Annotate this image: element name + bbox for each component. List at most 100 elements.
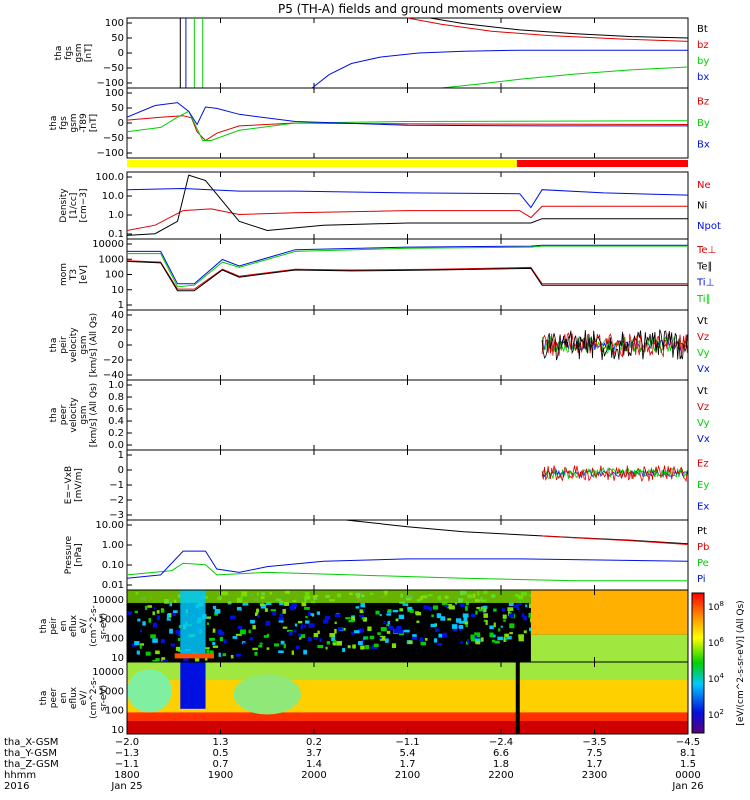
y-axis-label: tha xyxy=(54,46,64,61)
spectrogram-blob xyxy=(233,674,301,715)
y-tick-label: 1 xyxy=(118,450,124,461)
spectrogram-cell xyxy=(498,628,501,632)
legend-Ne: Ne xyxy=(697,180,711,191)
position-value: 0.2 xyxy=(306,737,322,748)
y-tick-label: −1 xyxy=(109,480,124,491)
spectrogram-cell xyxy=(369,635,375,640)
y-axis-label: eV/ xyxy=(79,690,89,706)
spectrogram-cell xyxy=(464,621,469,625)
spectrogram-cell xyxy=(177,649,183,652)
spectrogram-cell xyxy=(263,635,269,638)
spectrogram-cell xyxy=(470,637,477,642)
spectrogram-cell xyxy=(423,605,428,610)
spectrogram-cell xyxy=(392,609,399,613)
spectrogram-cell xyxy=(259,642,263,645)
y-tick-label: 0.2 xyxy=(108,428,124,439)
spectrogram-cell xyxy=(298,633,302,637)
noise-Vz xyxy=(541,332,688,358)
legend-Vz: Vz xyxy=(697,332,709,343)
spectrogram-cell xyxy=(528,612,532,618)
y-axis-label: (cm^2-s- xyxy=(89,677,99,719)
spectrogram-cell xyxy=(359,614,364,618)
position-value: −1.1 xyxy=(115,759,139,770)
spectrogram-cell xyxy=(206,622,209,626)
colorbar-tick: 102 xyxy=(708,708,724,721)
spectrogram-cell xyxy=(324,615,331,620)
spectrogram-cell xyxy=(442,633,446,638)
spectrogram-cell xyxy=(491,639,495,643)
legend-Ez: Ez xyxy=(697,459,709,470)
legend-Ey: Ey xyxy=(697,480,709,491)
spectrogram-cell xyxy=(529,627,533,632)
spectrogram-cell xyxy=(194,657,200,663)
spectrogram-cell xyxy=(493,622,496,628)
panel-frame xyxy=(126,379,689,451)
spectrogram-peer-eflux: tha peer en eflux eV/(cm^2-s-sr-eV) 10000 1000… xyxy=(39,661,689,736)
panel-density: Density [1/cc] [cm−3] 100.0 10.0 1.0 0.1 Ne Ni Np… xyxy=(59,171,721,240)
spectrogram-cell xyxy=(156,615,161,621)
spectrogram-cell xyxy=(474,632,481,638)
spectrogram-cell xyxy=(260,604,267,609)
spectrogram-cell xyxy=(444,604,449,608)
spectrogram-cell xyxy=(170,643,175,647)
y-tick-label: 0.4 xyxy=(108,416,124,427)
y-axis-label: velocity xyxy=(69,397,79,433)
spectrogram-cell xyxy=(407,606,413,611)
spectrogram-cell xyxy=(387,610,392,613)
spectrogram-cell xyxy=(294,623,298,627)
y-tick-label: 0 xyxy=(118,340,124,351)
figure-title: P5 (TH-A) fields and ground moments over… xyxy=(278,2,562,16)
legend-Te⊥: Te⊥ xyxy=(696,245,716,256)
spectrogram-cell xyxy=(506,636,512,640)
position-value: 1.5 xyxy=(680,759,696,770)
position-value: 3.7 xyxy=(306,748,322,759)
spectrogram-cell xyxy=(398,629,404,634)
position-table: tha_X-GSM −2.0 1.3 0.2 −1.1 −2.4 −3.5 −4.5 tha_Y… xyxy=(4,737,704,792)
spectrogram-cell xyxy=(169,602,173,607)
y-axis-label: Pressure xyxy=(64,535,74,574)
y-tick-label: −2 xyxy=(109,495,124,506)
spectrogram-cell xyxy=(504,633,509,637)
position-value: 1.7 xyxy=(400,759,416,770)
y-axis-label: [km/s] (All Qs) xyxy=(89,383,99,447)
panel-peir-velocity: tha peir velocity gsm [km/s] (All Qs) 40 20 0 −2… xyxy=(49,309,710,381)
position-value: −3.5 xyxy=(582,737,606,748)
spectrogram-cell xyxy=(441,602,448,606)
spectrogram-cell xyxy=(136,650,140,655)
spectrogram-cell xyxy=(259,603,265,606)
y-axis-label: tha xyxy=(49,338,59,353)
spectrogram-cell xyxy=(145,651,151,656)
spectrogram-cell xyxy=(375,610,380,615)
spectrogram-cell xyxy=(492,634,496,638)
spectrogram-cell xyxy=(334,621,337,624)
spectrogram-cell xyxy=(204,656,208,661)
spectrogram-cell xyxy=(291,602,297,608)
spectrogram-cell xyxy=(359,609,364,614)
spectrogram-cell xyxy=(343,627,346,631)
spectrogram-cell xyxy=(386,613,392,616)
spectrogram-cell xyxy=(480,637,484,642)
spectrogram-cell xyxy=(459,603,465,607)
spectrogram-cell xyxy=(456,618,462,623)
spectrogram-cell xyxy=(303,649,307,655)
spectrogram-cell xyxy=(274,643,279,647)
legend-Ni: Ni xyxy=(697,201,707,212)
status-bar-yellow xyxy=(127,160,517,167)
spectrogram-cell xyxy=(282,608,286,614)
spectrogram-cell xyxy=(459,627,462,632)
spectrogram-cell xyxy=(254,612,259,616)
spectrogram-band xyxy=(530,590,688,635)
spectrogram-cell xyxy=(398,614,405,620)
spectrogram-cell xyxy=(523,615,527,621)
series-Pe xyxy=(126,562,688,582)
panel-fgs-gsm: tha fgs gsm [nT] 100 50 0 −50 −100 Bt bz by bx xyxy=(54,17,709,89)
spectrogram-cell xyxy=(351,631,355,635)
spectrogram-cell xyxy=(317,630,320,635)
spectrogram-cell xyxy=(155,658,160,661)
spectrogram-cell xyxy=(209,650,214,654)
spectrogram-cell xyxy=(367,626,372,632)
spectrogram-cell xyxy=(439,642,443,646)
series-by xyxy=(441,66,689,89)
y-tick-label: 0 xyxy=(118,118,124,129)
